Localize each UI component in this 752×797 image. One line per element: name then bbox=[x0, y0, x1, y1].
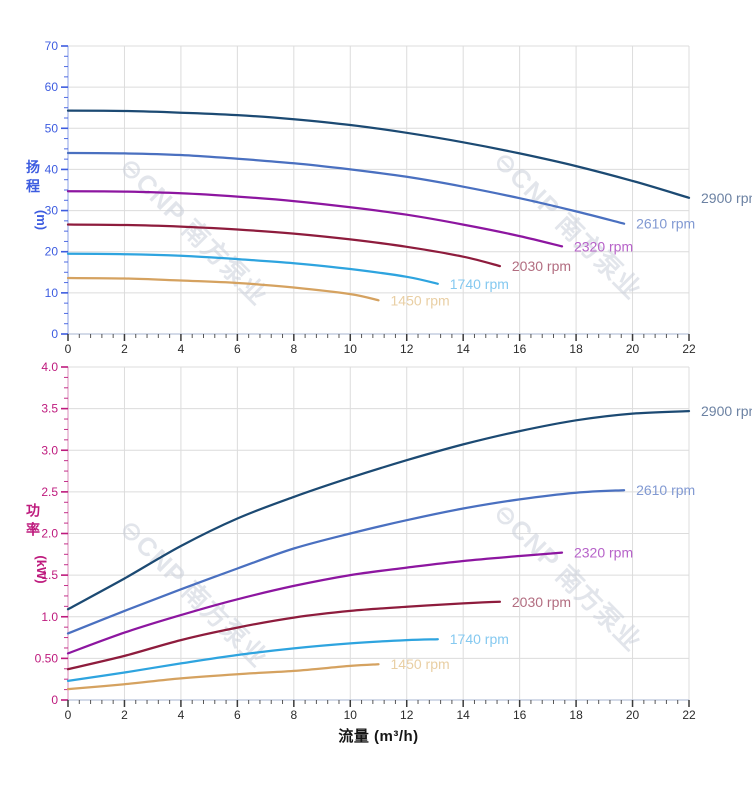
power-y-tick-label: 2.0 bbox=[41, 527, 58, 541]
series-label-head-2320-rpm: 2320 rpm bbox=[574, 238, 633, 254]
curve-head-2900-rpm bbox=[66, 109, 691, 199]
head-x-tick-label: 14 bbox=[457, 342, 471, 356]
series-label-head-2610-rpm: 2610 rpm bbox=[636, 216, 695, 232]
power-y-tick-label: 2.5 bbox=[41, 485, 58, 499]
series-label-power-1450-rpm: 1450 rpm bbox=[391, 656, 450, 672]
head-x-tick-label: 2 bbox=[121, 342, 128, 356]
curve-head-2030-rpm bbox=[66, 223, 502, 268]
power-y-tick-label: 1.5 bbox=[41, 568, 58, 582]
power-y-axis-title: 率 bbox=[26, 522, 40, 538]
series-label-head-2030-rpm: 2030 rpm bbox=[512, 258, 571, 274]
power-x-tick-label: 8 bbox=[290, 708, 297, 722]
power-x-tick-label: 22 bbox=[682, 708, 696, 722]
head-y-tick-label: 40 bbox=[45, 162, 59, 176]
series-label-power-2610-rpm: 2610 rpm bbox=[636, 482, 695, 498]
series-label-power-2900-rpm: 2900 rpm bbox=[701, 403, 752, 419]
head-y-tick-label: 10 bbox=[45, 286, 59, 300]
power-x-tick-label: 10 bbox=[344, 708, 358, 722]
head-y-axis-unit: (m) bbox=[34, 210, 49, 230]
curve-head-1740-rpm bbox=[66, 252, 439, 285]
watermark-text: ⊖CNP 南方泵业 bbox=[114, 513, 274, 673]
power-x-tick-label: 14 bbox=[457, 708, 471, 722]
curve-head-2610-rpm bbox=[66, 151, 626, 225]
head-x-tick-label: 8 bbox=[290, 342, 297, 356]
series-label-power-1740-rpm: 1740 rpm bbox=[450, 631, 509, 647]
curve-power-1740-rpm bbox=[66, 638, 439, 682]
head-x-tick-label: 18 bbox=[569, 342, 583, 356]
head-y-axis-title: 扬 bbox=[26, 159, 40, 175]
series-label-power-2320-rpm: 2320 rpm bbox=[574, 545, 633, 561]
head-x-tick-label: 6 bbox=[234, 342, 241, 356]
curve-power-2900-rpm bbox=[66, 409, 691, 611]
curve-power-1450-rpm bbox=[66, 663, 380, 691]
head-x-tick-label: 20 bbox=[626, 342, 640, 356]
power-x-tick-label: 2 bbox=[121, 708, 128, 722]
power-y-tick-label: 4.0 bbox=[41, 360, 58, 374]
curve-power-2610-rpm bbox=[66, 489, 626, 635]
head-y-tick-label: 0 bbox=[51, 327, 58, 341]
power-x-tick-label: 12 bbox=[400, 708, 414, 722]
head-y-axis-title: 程 bbox=[26, 178, 40, 194]
series-label-power-2030-rpm: 2030 rpm bbox=[512, 594, 571, 610]
power-y-tick-label: 1.0 bbox=[41, 610, 58, 624]
head-x-tick-label: 0 bbox=[65, 342, 72, 356]
series-label-head-1740-rpm: 1740 rpm bbox=[450, 276, 509, 292]
head-x-tick-label: 16 bbox=[513, 342, 527, 356]
curve-power-2320-rpm bbox=[66, 551, 564, 655]
flow-axis-title: 流量 (m³/h) bbox=[338, 728, 419, 745]
head-y-tick-label: 70 bbox=[45, 39, 59, 53]
power-x-tick-label: 16 bbox=[513, 708, 527, 722]
power-x-tick-label: 6 bbox=[234, 708, 241, 722]
head-y-tick-label: 30 bbox=[45, 204, 59, 218]
power-y-tick-label: 0.50 bbox=[35, 651, 59, 665]
watermark-text: ⊖CNP 南方泵业 bbox=[488, 497, 648, 657]
power-y-tick-label: 3.5 bbox=[41, 402, 58, 416]
power-y-tick-label: 3.0 bbox=[41, 443, 58, 457]
power-y-axis-title: 功 bbox=[26, 503, 40, 519]
curve-head-1450-rpm bbox=[66, 276, 380, 302]
power-y-axis-unit: (kW) bbox=[34, 555, 49, 583]
power-y-tick-label: 0 bbox=[51, 693, 58, 707]
head-x-tick-label: 12 bbox=[400, 342, 414, 356]
head-y-tick-label: 20 bbox=[45, 245, 59, 259]
curve-power-2030-rpm bbox=[66, 600, 502, 671]
head-x-tick-label: 10 bbox=[344, 342, 358, 356]
head-x-tick-label: 22 bbox=[682, 342, 696, 356]
power-x-tick-label: 0 bbox=[65, 708, 72, 722]
head-y-tick-label: 60 bbox=[45, 80, 59, 94]
series-label-head-2900-rpm: 2900 rpm bbox=[701, 190, 752, 206]
power-x-tick-label: 20 bbox=[626, 708, 640, 722]
head-x-tick-label: 4 bbox=[178, 342, 185, 356]
power-x-tick-label: 18 bbox=[569, 708, 583, 722]
power-x-tick-label: 4 bbox=[178, 708, 185, 722]
curve-head-2320-rpm bbox=[66, 190, 564, 248]
head-y-tick-label: 50 bbox=[45, 121, 59, 135]
series-label-head-1450-rpm: 1450 rpm bbox=[391, 292, 450, 308]
